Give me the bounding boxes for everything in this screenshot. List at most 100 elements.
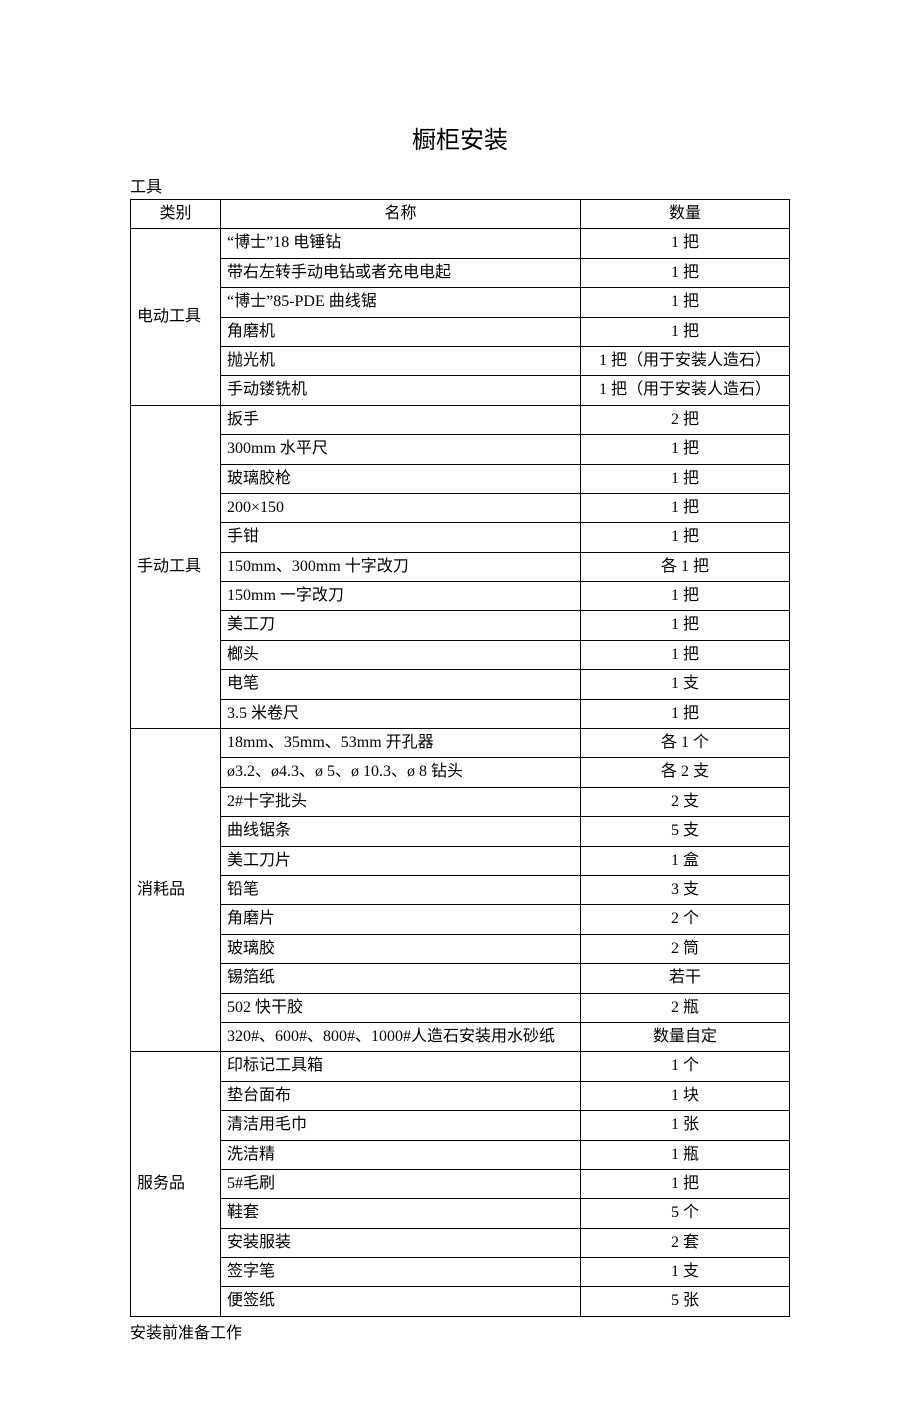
name-cell: 锡箔纸 [221, 964, 581, 993]
qty-cell: 3 支 [581, 875, 790, 904]
name-cell: 玻璃胶 [221, 934, 581, 963]
table-row: 锡箔纸若干 [131, 964, 790, 993]
name-cell: 电笔 [221, 670, 581, 699]
name-cell: 印标记工具箱 [221, 1052, 581, 1081]
qty-cell: 1 把 [581, 288, 790, 317]
table-row: 玻璃胶枪1 把 [131, 464, 790, 493]
header-name: 名称 [221, 200, 581, 229]
name-cell: 300mm 水平尺 [221, 435, 581, 464]
footer-note: 安装前准备工作 [130, 1319, 790, 1343]
qty-cell: 1 支 [581, 1258, 790, 1287]
header-qty: 数量 [581, 200, 790, 229]
page-title: 橱柜安装 [130, 120, 790, 155]
qty-cell: 1 把（用于安装人造石） [581, 376, 790, 405]
name-cell: ø3.2、ø4.3、ø 5、ø 10.3、ø 8 钻头 [221, 758, 581, 787]
qty-cell: 各 1 把 [581, 552, 790, 581]
qty-cell: 1 把 [581, 258, 790, 287]
name-cell: 安装服装 [221, 1228, 581, 1257]
table-row: 签字笔1 支 [131, 1258, 790, 1287]
tools-table: 类别名称数量电动工具“博士”18 电锤钻1 把带右左转手动电钻或者充电电起1 把… [130, 199, 790, 1317]
table-row: 服务品印标记工具箱1 个 [131, 1052, 790, 1081]
name-cell: 洗洁精 [221, 1140, 581, 1169]
table-row: 3.5 米卷尺1 把 [131, 699, 790, 728]
qty-cell: 1 盒 [581, 846, 790, 875]
name-cell: 502 快干胶 [221, 993, 581, 1022]
table-row: 洗洁精1 瓶 [131, 1140, 790, 1169]
qty-cell: 各 1 个 [581, 729, 790, 758]
name-cell: 320#、600#、800#、1000#人造石安装用水砂纸 [221, 1022, 581, 1051]
category-cell: 消耗品 [131, 729, 221, 1052]
name-cell: 签字笔 [221, 1258, 581, 1287]
qty-cell: 2 筒 [581, 934, 790, 963]
qty-cell: 数量自定 [581, 1022, 790, 1051]
table-row: 曲线锯条5 支 [131, 817, 790, 846]
name-cell: 2#十字批头 [221, 787, 581, 816]
name-cell: 扳手 [221, 405, 581, 434]
table-row: 5#毛刷1 把 [131, 1169, 790, 1198]
name-cell: 手钳 [221, 523, 581, 552]
qty-cell: 1 把 [581, 493, 790, 522]
qty-cell: 1 把 [581, 699, 790, 728]
name-cell: 3.5 米卷尺 [221, 699, 581, 728]
table-row: 美工刀片1 盒 [131, 846, 790, 875]
qty-cell: 2 套 [581, 1228, 790, 1257]
table-row: 300mm 水平尺1 把 [131, 435, 790, 464]
table-row: 鞋套5 个 [131, 1199, 790, 1228]
section-heading: 工具 [130, 173, 790, 197]
name-cell: 玻璃胶枪 [221, 464, 581, 493]
table-row: 角磨片2 个 [131, 905, 790, 934]
name-cell: 抛光机 [221, 346, 581, 375]
name-cell: 18mm、35mm、53mm 开孔器 [221, 729, 581, 758]
header-category: 类别 [131, 200, 221, 229]
name-cell: 美工刀片 [221, 846, 581, 875]
table-row: 垫台面布1 块 [131, 1081, 790, 1110]
table-row: 150mm 一字改刀1 把 [131, 582, 790, 611]
table-row: 抛光机1 把（用于安装人造石） [131, 346, 790, 375]
category-cell: 手动工具 [131, 405, 221, 728]
table-row: 铅笔3 支 [131, 875, 790, 904]
name-cell: 美工刀 [221, 611, 581, 640]
name-cell: 清洁用毛巾 [221, 1111, 581, 1140]
name-cell: 150mm、300mm 十字改刀 [221, 552, 581, 581]
qty-cell: 1 把（用于安装人造石） [581, 346, 790, 375]
qty-cell: 1 把 [581, 464, 790, 493]
table-row: ø3.2、ø4.3、ø 5、ø 10.3、ø 8 钻头各 2 支 [131, 758, 790, 787]
table-row: 玻璃胶2 筒 [131, 934, 790, 963]
category-cell: 服务品 [131, 1052, 221, 1317]
name-cell: “博士”85-PDE 曲线锯 [221, 288, 581, 317]
qty-cell: 1 把 [581, 1169, 790, 1198]
table-row: 榔头1 把 [131, 640, 790, 669]
name-cell: 200×150 [221, 493, 581, 522]
table-row: 200×1501 把 [131, 493, 790, 522]
qty-cell: 1 个 [581, 1052, 790, 1081]
table-row: 消耗品18mm、35mm、53mm 开孔器各 1 个 [131, 729, 790, 758]
table-row: 502 快干胶2 瓶 [131, 993, 790, 1022]
qty-cell: 1 把 [581, 435, 790, 464]
table-row: 手动工具扳手2 把 [131, 405, 790, 434]
qty-cell: 2 支 [581, 787, 790, 816]
qty-cell: 2 把 [581, 405, 790, 434]
qty-cell: 5 支 [581, 817, 790, 846]
name-cell: 角磨片 [221, 905, 581, 934]
qty-cell: 各 2 支 [581, 758, 790, 787]
table-row: 带右左转手动电钻或者充电电起1 把 [131, 258, 790, 287]
qty-cell: 若干 [581, 964, 790, 993]
qty-cell: 1 瓶 [581, 1140, 790, 1169]
table-row: “博士”85-PDE 曲线锯1 把 [131, 288, 790, 317]
name-cell: 铅笔 [221, 875, 581, 904]
category-cell: 电动工具 [131, 229, 221, 405]
table-row: 手钳1 把 [131, 523, 790, 552]
name-cell: 垫台面布 [221, 1081, 581, 1110]
qty-cell: 5 个 [581, 1199, 790, 1228]
table-row: 320#、600#、800#、1000#人造石安装用水砂纸数量自定 [131, 1022, 790, 1051]
qty-cell: 1 把 [581, 582, 790, 611]
name-cell: 5#毛刷 [221, 1169, 581, 1198]
name-cell: 角磨机 [221, 317, 581, 346]
qty-cell: 1 块 [581, 1081, 790, 1110]
qty-cell: 1 把 [581, 523, 790, 552]
table-row: 安装服装2 套 [131, 1228, 790, 1257]
qty-cell: 1 把 [581, 611, 790, 640]
table-row: 电笔1 支 [131, 670, 790, 699]
table-header-row: 类别名称数量 [131, 200, 790, 229]
table-row: 清洁用毛巾1 张 [131, 1111, 790, 1140]
